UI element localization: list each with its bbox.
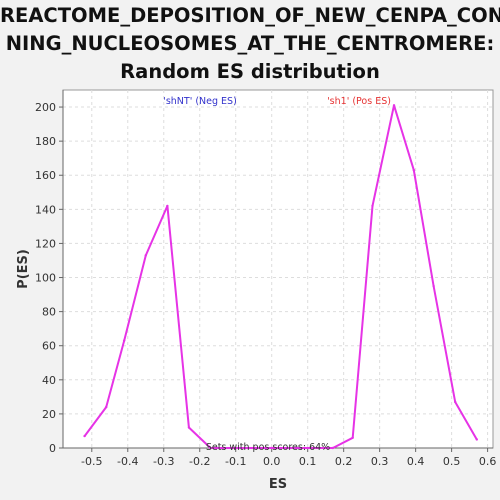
data-point	[122, 339, 126, 342]
data-point	[351, 436, 354, 439]
pos-es-label: 'sh1' (Pos ES)	[327, 96, 391, 107]
y-tick-label: 200	[35, 101, 56, 114]
y-tick-label: 120	[35, 237, 56, 250]
x-tick-label: 0.0	[263, 455, 281, 468]
data-point	[83, 434, 86, 438]
y-tick-label: 20	[42, 408, 56, 421]
title-line-1: REACTOME_DEPOSITION_OF_NEW_CENPA_CONTAI	[0, 4, 500, 27]
series-layer	[83, 104, 479, 450]
y-tick-label: 60	[42, 340, 56, 353]
y-tick-label: 80	[42, 306, 56, 319]
x-tick-label: 0.6	[479, 455, 497, 468]
plot-area	[62, 89, 494, 449]
title-line-3: Random ES distribution	[120, 60, 380, 83]
data-point	[432, 284, 435, 288]
y-tick-label: 0	[49, 442, 56, 455]
x-tick-label: 0.1	[299, 455, 317, 468]
data-point	[331, 446, 335, 450]
y-tick-label: 140	[35, 203, 56, 216]
x-tick-label: -0.4	[117, 455, 138, 468]
y-tick-label: 40	[42, 374, 56, 387]
data-point	[412, 168, 416, 172]
x-axis-title: ES	[269, 477, 287, 492]
neg-es-label: 'shNT' (Neg ES)	[163, 96, 237, 107]
data-point	[104, 405, 108, 409]
x-tick-label: -0.2	[189, 455, 210, 468]
data-point	[144, 254, 147, 257]
data-point	[392, 104, 396, 107]
axes: -0.5 -0.4 -0.3 -0.2 -0.1 0.0 0.1 0.2 0.3 0.4 0.5 0.…	[35, 90, 496, 468]
chart-title: REACTOME_DEPOSITION_OF_NEW_CENPA_CONTAI …	[0, 2, 500, 86]
data-point	[475, 438, 479, 441]
data-point	[454, 400, 457, 404]
y-tick-label: 160	[35, 169, 56, 182]
data-point	[166, 204, 169, 208]
pos-scores-footer: Sets with pos scores: 64%	[206, 442, 330, 453]
x-tick-label: 0.2	[335, 455, 353, 468]
x-tick-label: -0.1	[225, 455, 246, 468]
x-tick-label: -0.3	[153, 455, 174, 468]
data-point	[371, 204, 374, 208]
y-tick-label: 180	[35, 135, 56, 148]
data-point	[209, 446, 212, 450]
x-tick-label: 0.3	[371, 455, 389, 468]
x-tick-label: -0.5	[81, 455, 102, 468]
data-point	[187, 426, 191, 429]
es-distribution-line	[83, 104, 478, 449]
data-point	[270, 446, 273, 450]
y-axis-title: P(ES)	[16, 249, 31, 289]
x-tick-label: 0.4	[407, 455, 425, 468]
title-line-2: NING_NUCLEOSOMES_AT_THE_CENTROMERE:	[5, 32, 495, 55]
y-tick-label: 100	[35, 272, 56, 285]
x-tick-label: 0.5	[443, 455, 461, 468]
